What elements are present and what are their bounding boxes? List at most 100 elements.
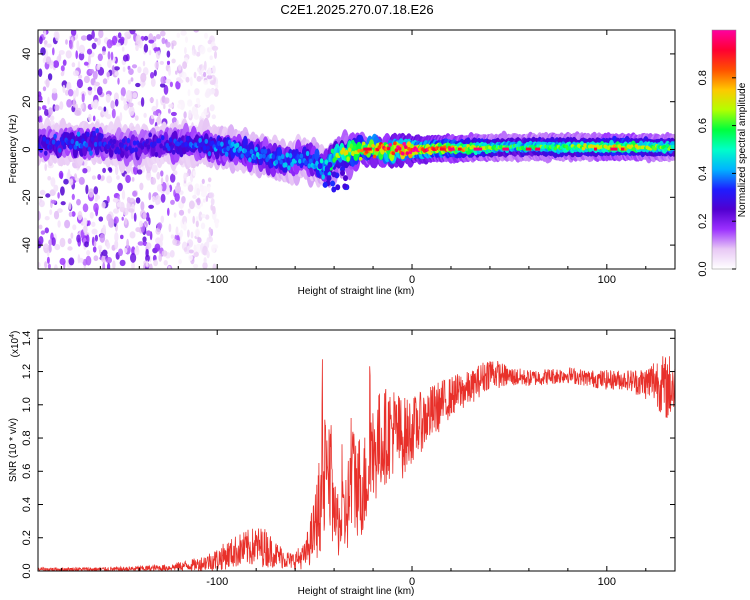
- spectrogram-noise-blob: [156, 171, 161, 180]
- spectrogram-noise-blob: [70, 30, 77, 37]
- spectrogram-noise-blob: [110, 100, 115, 110]
- spectrogram-noise-blob: [97, 174, 102, 180]
- spectrogram-signal-blob: [263, 148, 268, 154]
- spectrogram-noise-blob: [182, 181, 188, 187]
- spectrogram-noise-blob: [54, 104, 60, 111]
- spectrogram-noise-blob: [45, 78, 50, 88]
- spectrogram-noise-blob: [193, 251, 199, 258]
- spectrogram-signal-blob: [76, 131, 81, 137]
- spectrogram-signal-blob: [44, 150, 48, 156]
- spectrogram-noise-blob: [195, 243, 202, 254]
- spectrogram-signal-blob: [42, 136, 46, 142]
- snr-xtick-label: 100: [598, 576, 616, 588]
- spectrogram-noise-blob: [148, 49, 152, 56]
- spectrogram-tail-blob: [343, 175, 348, 182]
- spectrogram-signal-blob: [349, 143, 354, 149]
- spectrogram-noise-blob: [120, 234, 124, 240]
- spectrogram-noise-blob: [65, 50, 72, 59]
- spectrogram-signal-blob: [117, 149, 121, 155]
- spectrogram-noise-blob: [156, 184, 163, 192]
- spectrogram-noise-blob: [143, 35, 149, 41]
- spectrogram-tail-blob: [335, 184, 341, 191]
- spectrogram-noise-blob: [160, 177, 164, 185]
- spectrogram-noise-blob: [82, 203, 89, 213]
- spectrogram-noise-blob: [96, 64, 101, 71]
- spectrogram-noise-blob: [38, 236, 44, 245]
- spectrogram-signal-blob: [154, 151, 159, 158]
- spectrogram-noise-blob: [102, 262, 106, 269]
- spectrogram-noise-blob: [97, 86, 103, 96]
- spectrogram-signal-blob: [159, 143, 163, 149]
- spectrogram-noise-blob: [38, 94, 43, 102]
- spectrogram-noise-blob: [137, 66, 142, 74]
- spectrogram-noise-blob: [178, 64, 182, 71]
- spectrogram-noise-blob: [91, 42, 97, 50]
- spectrogram-noise-blob: [67, 89, 74, 97]
- spectrogram-noise-blob: [44, 227, 49, 234]
- spectrogram-noise-blob: [146, 242, 152, 250]
- spectrogram-noise-blob: [91, 228, 98, 235]
- spectrogram-signal-blob: [160, 135, 165, 141]
- spectrogram-ytick-label: 0: [21, 146, 33, 152]
- spectrogram-noise-blob: [182, 61, 188, 69]
- spectrogram-noise-blob: [154, 243, 161, 252]
- spectrogram-noise-blob: [202, 262, 208, 269]
- spectrogram-noise-blob: [116, 175, 120, 180]
- spectrogram-noise-blob: [151, 105, 157, 112]
- spectrogram-noise-blob: [208, 88, 216, 95]
- spectrogram-noise-blob: [62, 84, 66, 94]
- spectrogram-noise-blob: [200, 213, 207, 219]
- spectrogram-tail-blob: [324, 165, 330, 172]
- spectrogram-peak-segment: [525, 147, 532, 151]
- spectrogram-noise-blob: [195, 220, 199, 228]
- spectrogram-noise-blob: [134, 115, 139, 121]
- spectrogram-xlabel: Height of straight line (km): [298, 286, 415, 297]
- spectrogram-noise-blob: [102, 46, 106, 53]
- spectrogram-noise-blob: [38, 210, 41, 221]
- spectrogram-noise-blob: [205, 214, 210, 220]
- spectrogram-noise-blob: [124, 31, 131, 37]
- spectrogram-noise-blob: [165, 174, 169, 183]
- spectrogram-noise-blob: [50, 177, 56, 187]
- spectrogram-noise-blob: [193, 30, 199, 33]
- spectrogram-noise-blob: [39, 36, 43, 45]
- spectrogram-noise-blob: [150, 77, 156, 87]
- spectrogram-signal-blob: [377, 145, 382, 150]
- spectrogram-noise-blob: [188, 200, 195, 210]
- spectrogram-signal-blob: [308, 158, 313, 164]
- spectrogram-noise-blob: [108, 167, 113, 173]
- spectrogram-noise-blob: [209, 104, 215, 112]
- spectrogram-noise-blob: [100, 175, 105, 181]
- spectrogram-signal-blob: [653, 146, 657, 151]
- spectrogram-noise-blob: [89, 69, 95, 74]
- spectrogram-noise-blob: [53, 184, 59, 192]
- spectrogram-signal-blob: [90, 136, 95, 142]
- spectrogram-noise-blob: [59, 237, 66, 248]
- spectrogram-noise-blob: [172, 238, 178, 246]
- spectrogram-noise-blob: [57, 192, 60, 199]
- spectrogram-noise-blob: [75, 50, 78, 60]
- spectrogram-noise-blob: [195, 229, 200, 238]
- spectrogram-noise-blob: [151, 164, 158, 173]
- spectrogram-noise-blob: [91, 30, 95, 40]
- spectrogram-noise-blob: [71, 193, 75, 200]
- spectrogram-noise-blob: [148, 217, 151, 226]
- spectrogram-noise-blob: [76, 40, 80, 51]
- spectrogram-noise-blob: [209, 55, 213, 60]
- spectrogram-noise-blob: [98, 30, 104, 39]
- spectrogram-noise-blob: [153, 47, 160, 52]
- spectrogram-signal-blob: [224, 151, 229, 157]
- spectrogram-signal-blob: [84, 142, 89, 148]
- spectrogram-noise-blob: [209, 80, 216, 86]
- spectrogram-signal-blob: [296, 154, 301, 160]
- spectrogram-noise-blob: [82, 217, 88, 227]
- spectrogram-noise-blob: [192, 194, 197, 199]
- spectrogram-noise-blob: [137, 241, 144, 246]
- spectrogram-noise-blob: [112, 260, 116, 269]
- spectrogram-noise-blob: [51, 91, 58, 101]
- spectrogram-noise-blob: [214, 220, 219, 229]
- spectrogram-noise-blob: [179, 229, 184, 238]
- spectrogram-noise-blob: [178, 99, 185, 105]
- colorbar-tick-label: 0.2: [697, 214, 709, 229]
- spectrogram-noise-blob: [157, 222, 163, 230]
